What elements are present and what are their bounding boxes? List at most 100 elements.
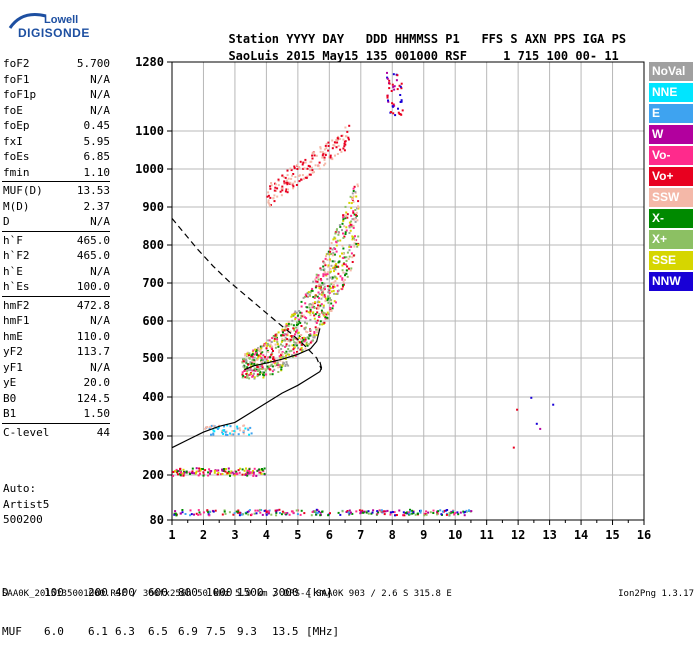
echo-point [220, 473, 222, 476]
echo-point [347, 138, 350, 141]
param-row: foF1p N/A [2, 87, 110, 103]
echo-point [310, 303, 313, 306]
echo-point [397, 107, 399, 110]
echo-point [325, 142, 328, 145]
echo-point [336, 153, 339, 155]
echo-point [197, 470, 200, 473]
echo-point [291, 355, 294, 358]
echo-point [342, 138, 345, 141]
echo-point [353, 237, 356, 240]
echo-point [432, 512, 435, 514]
echo-point [177, 470, 180, 472]
echo-point [337, 233, 340, 236]
echo-point [281, 351, 284, 354]
echo-point [357, 207, 360, 210]
echo-point [281, 354, 284, 356]
echo-point [335, 277, 338, 280]
echo-point [335, 244, 338, 247]
echo-point [341, 229, 343, 232]
echo-point [312, 336, 315, 339]
muf-value: 9.3 [237, 625, 257, 638]
distance-muf-table: D 100 200 400 600 800 1000 1500 3000 [km] MUF 6.0 6… [2, 560, 339, 651]
echo-point [246, 370, 249, 373]
echo-point [309, 318, 312, 321]
echo-point [320, 268, 323, 271]
x-tick-label: 2 [200, 528, 207, 542]
echo-point [239, 467, 242, 470]
echo-point [336, 228, 338, 231]
echo-point [280, 340, 283, 343]
echo-point [317, 510, 320, 513]
echo-point [450, 510, 453, 513]
echo-point [262, 354, 265, 357]
echo-point [261, 371, 264, 374]
echo-point [384, 510, 387, 513]
echo-point [281, 174, 284, 177]
echo-point [334, 280, 337, 283]
echo-point [319, 150, 322, 153]
echo-point [272, 361, 275, 364]
echo-point [468, 509, 470, 512]
echo-point [302, 340, 305, 343]
echo-point [313, 151, 316, 154]
echo-point [350, 220, 353, 223]
echo-point [347, 257, 350, 260]
echo-point [311, 306, 314, 309]
legend-item-vo: Vo+ [649, 167, 693, 186]
echo-point [174, 470, 176, 473]
echo-point [357, 243, 360, 246]
echo-point [530, 396, 533, 399]
echo-point [321, 154, 324, 157]
echo-points [172, 71, 555, 517]
echo-point [242, 431, 245, 434]
echo-point [236, 425, 239, 428]
param-name: h`E [3, 264, 23, 278]
echo-point [173, 513, 176, 516]
echo-point [238, 471, 241, 474]
echo-point [195, 471, 197, 474]
param-value: 465.0 [76, 249, 110, 262]
echo-point [289, 167, 292, 170]
echo-point [266, 344, 269, 347]
echo-point [320, 303, 323, 306]
echo-point [322, 287, 325, 290]
echo-point [175, 514, 178, 517]
echo-point [333, 270, 335, 273]
echo-point [419, 511, 422, 514]
x-tick-label: 3 [231, 528, 238, 542]
echo-point [357, 200, 360, 203]
echo-point [208, 428, 211, 431]
echo-point [337, 265, 339, 268]
echo-point [277, 366, 280, 369]
echo-point [213, 471, 216, 474]
echo-point [392, 103, 395, 106]
echo-point [414, 513, 417, 516]
echo-point [462, 510, 465, 513]
echo-point [327, 297, 330, 300]
echo-point [298, 180, 301, 183]
echo-point [393, 88, 396, 91]
echo-point [323, 294, 326, 297]
echo-point [252, 356, 254, 359]
echo-point [299, 317, 302, 320]
echo-point [339, 513, 342, 516]
echo-point [305, 176, 308, 179]
echo-point [334, 231, 337, 234]
echo-point [183, 471, 186, 474]
echo-point [224, 512, 227, 515]
echo-point [232, 433, 235, 436]
echo-point [255, 368, 258, 371]
echo-point [311, 169, 314, 172]
echo-point [295, 331, 298, 334]
echo-point [250, 513, 253, 516]
y-tick-label: 800 [142, 238, 164, 252]
echo-point [330, 282, 333, 284]
echo-point [350, 202, 353, 205]
echo-point [403, 514, 406, 517]
param-row: hmF1 N/A [2, 313, 110, 329]
echo-point [236, 510, 239, 513]
echo-point [285, 350, 288, 353]
echo-point [260, 472, 263, 475]
y-tick-label: 400 [142, 390, 164, 404]
echo-point [453, 513, 456, 516]
